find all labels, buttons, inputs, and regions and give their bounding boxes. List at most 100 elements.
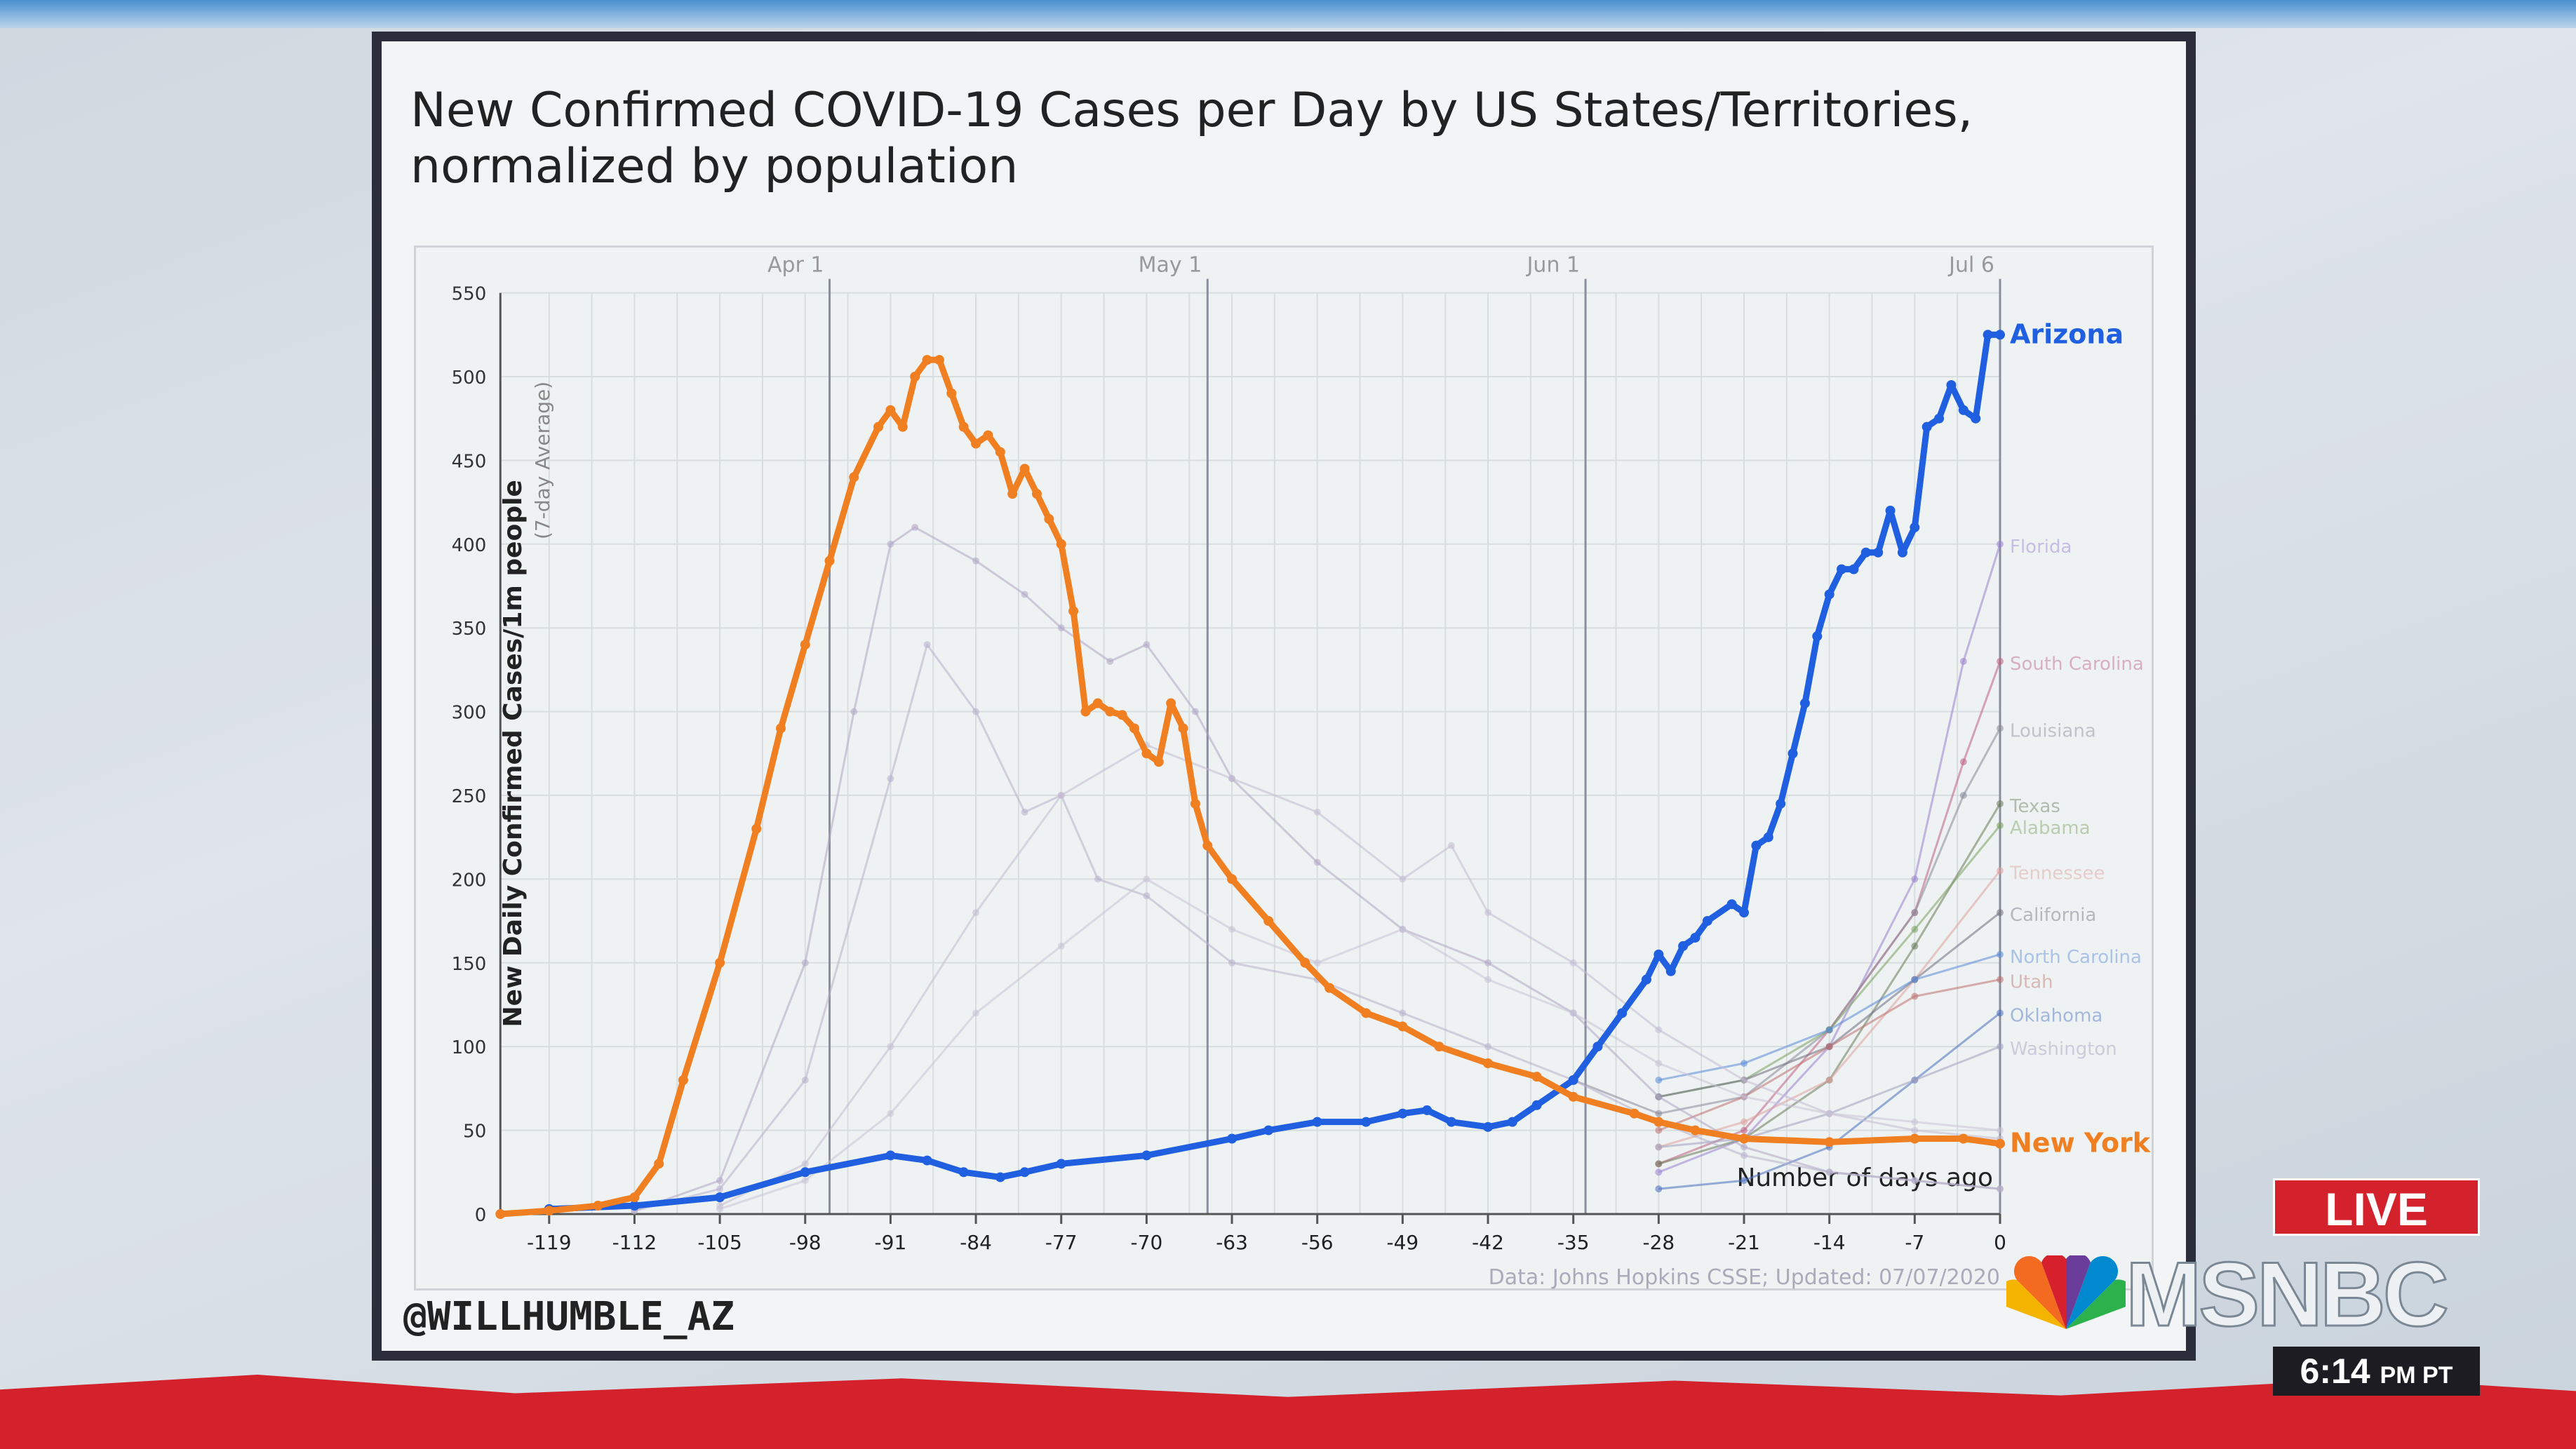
arizona-point: [1824, 589, 1834, 600]
state-point: [1911, 1118, 1919, 1126]
state-point: [1021, 591, 1028, 598]
arizona-point: [995, 1172, 1005, 1182]
new-york-point: [1044, 513, 1054, 524]
arizona-point: [1361, 1117, 1371, 1127]
arizona-point: [1726, 899, 1737, 910]
new-york-point: [1629, 1108, 1639, 1119]
state-point: [1740, 1076, 1748, 1084]
arizona-point: [1531, 1100, 1542, 1110]
new-york-point: [824, 555, 835, 566]
series-label: Arizona: [2010, 318, 2124, 349]
new-york-point: [800, 640, 810, 650]
arizona-point: [715, 1192, 725, 1203]
x-tick-label: 0: [1994, 1231, 2006, 1254]
state-point: [887, 775, 894, 783]
y-tick-label: 450: [452, 451, 487, 472]
series-label: South Carolina: [2010, 654, 2144, 675]
arizona-point: [1799, 698, 1810, 708]
series-label: Florida: [2010, 537, 2072, 558]
y-tick-label: 200: [452, 870, 487, 891]
new-york-point: [593, 1201, 603, 1211]
x-tick-label: -14: [1813, 1231, 1846, 1254]
arizona-point: [1971, 413, 1981, 424]
arizona-point: [1056, 1159, 1066, 1169]
arizona-point: [1690, 932, 1700, 943]
state-point: [1228, 775, 1236, 783]
new-york-point: [971, 438, 981, 449]
series-label: Texas: [2009, 796, 2060, 817]
arizona-point: [1946, 379, 1957, 390]
state-point: [1740, 1143, 1748, 1151]
state-point: [1484, 909, 1492, 917]
new-york-point: [934, 355, 944, 365]
state-point: [1484, 976, 1492, 983]
tennessee-point: [1997, 867, 2004, 875]
texas-point: [1997, 800, 2004, 807]
x-tick-label: -112: [612, 1231, 657, 1254]
state-point: [972, 909, 980, 917]
state-point: [716, 1185, 724, 1193]
florida-point: [1655, 1168, 1663, 1176]
state-line: [634, 643, 2001, 1212]
new-york-line: [499, 356, 2001, 1218]
state-point: [1825, 1110, 1833, 1117]
state-point: [716, 1177, 724, 1185]
state-point: [1313, 808, 1321, 816]
arizona-point: [1312, 1117, 1322, 1127]
new-york-point: [1080, 706, 1091, 717]
arizona-point: [1995, 330, 2005, 340]
state-point: [972, 1009, 980, 1017]
arizona-point: [1763, 832, 1773, 842]
state-point: [887, 1110, 894, 1117]
x-tick-label: -7: [1905, 1231, 1924, 1254]
source-note: Data: Johns Hopkins CSSE; Updated: 07/07…: [1489, 1265, 2000, 1290]
arizona-point: [800, 1167, 810, 1178]
arizona-point: [1422, 1105, 1433, 1115]
new-york-point: [1995, 1138, 2005, 1149]
state-point: [972, 557, 980, 565]
new-york-point: [751, 823, 762, 834]
new-york-point: [1324, 983, 1335, 993]
arizona-point: [1653, 949, 1664, 959]
y-tick-label: 550: [452, 284, 487, 305]
new-york-point: [1568, 1091, 1578, 1102]
state-point: [1655, 1093, 1663, 1100]
new-york-point: [1434, 1042, 1444, 1052]
arizona-point: [629, 1201, 640, 1211]
utah-point: [1655, 1126, 1663, 1134]
new-york-point: [1690, 1125, 1700, 1135]
series-label: New York: [2010, 1128, 2151, 1159]
arizona-point: [1263, 1125, 1274, 1135]
arizona-point: [1873, 547, 1884, 558]
state-point: [923, 641, 931, 649]
state-point: [887, 1043, 894, 1051]
texas-point: [1911, 942, 1919, 950]
x-tick-label: -77: [1045, 1231, 1078, 1254]
new-york-point: [922, 355, 932, 365]
arizona-point: [1507, 1117, 1517, 1127]
arizona-point: [1592, 1042, 1603, 1052]
state-line: [633, 526, 2001, 1212]
new-york-point: [1263, 916, 1274, 926]
arizona-point: [1397, 1108, 1408, 1119]
arizona-point: [1776, 798, 1786, 809]
north-carolina-point: [1655, 1076, 1663, 1084]
louisiana-point: [1959, 792, 1967, 799]
state-point: [1057, 624, 1065, 632]
new-york-point: [654, 1159, 664, 1169]
state-point: [1399, 875, 1407, 883]
new-york-point: [1153, 757, 1164, 767]
y-tick-label: 100: [452, 1037, 487, 1058]
state-point: [1094, 875, 1101, 883]
arizona-point: [1019, 1167, 1030, 1178]
arizona-point: [1751, 840, 1762, 851]
arizona-point: [1910, 522, 1920, 532]
arizona-point: [922, 1155, 932, 1166]
arizona-point: [1921, 422, 1932, 432]
new-york-point: [1739, 1133, 1750, 1144]
arizona-point: [1860, 547, 1871, 558]
louisiana-point: [1911, 909, 1919, 917]
series-label: Oklahoma: [2010, 1005, 2102, 1026]
new-york-point: [1129, 723, 1140, 734]
state-point: [1191, 708, 1199, 715]
